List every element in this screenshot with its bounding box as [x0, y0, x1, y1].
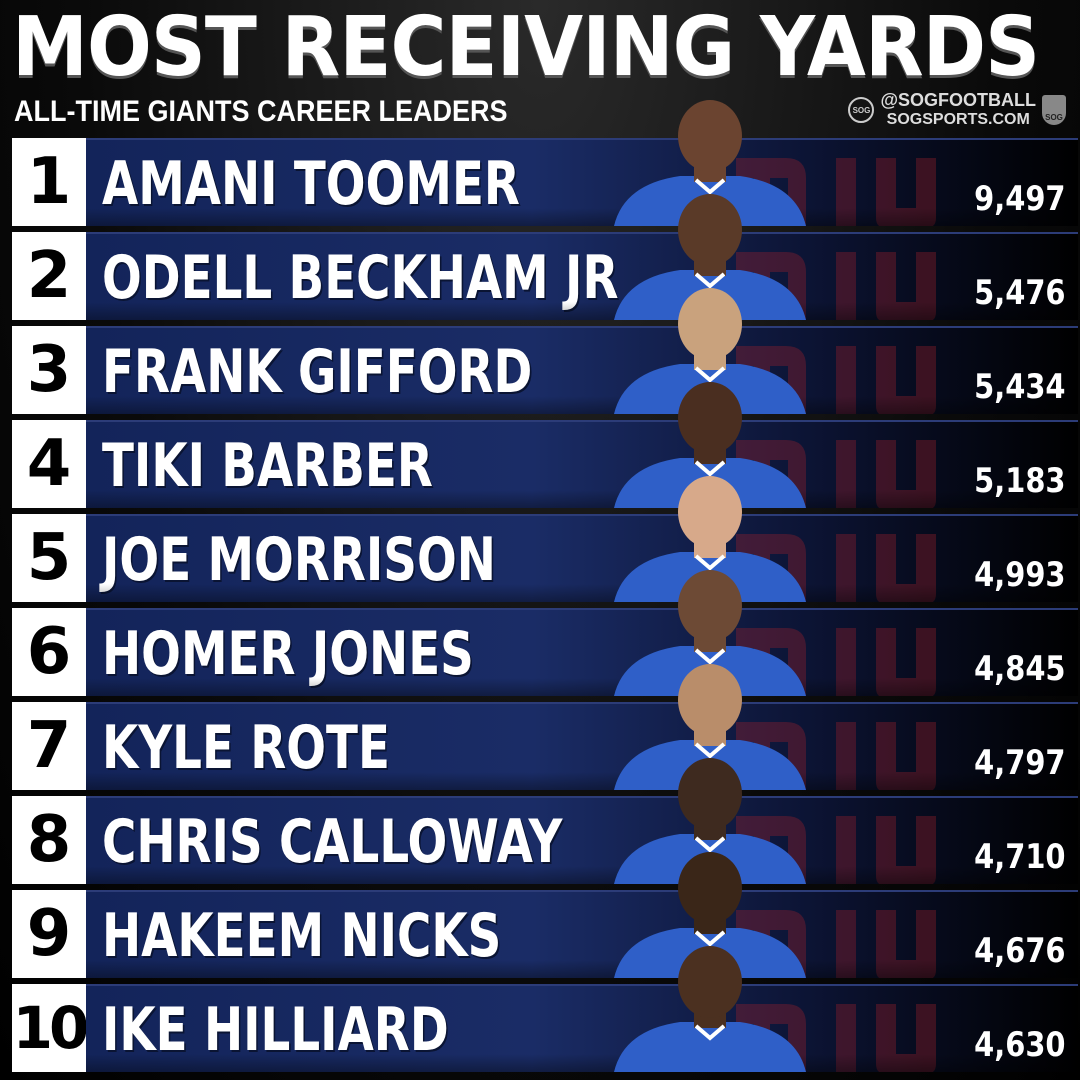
player-name: IKE HILLIARD [102, 995, 449, 1065]
receiving-yards: 4,797 [974, 743, 1066, 783]
receiving-yards: 4,710 [974, 837, 1066, 877]
rank-number: 3 [12, 326, 86, 414]
player-name: CHRIS CALLOWAY [102, 807, 563, 877]
rank-number: 4 [12, 420, 86, 508]
player-bar: JOE MORRISON [86, 514, 1078, 602]
player-bar: KYLE ROTE [86, 702, 1078, 790]
rank-number: 8 [12, 796, 86, 884]
leader-row: 4 TIKI BARBER 5,183 [12, 382, 1078, 508]
receiving-yards: 5,434 [974, 367, 1066, 407]
page-subtitle: ALL-TIME GIANTS CAREER LEADERS [14, 95, 508, 128]
rank-number: 7 [12, 702, 86, 790]
receiving-yards: 5,183 [974, 461, 1066, 501]
player-name: ODELL BECKHAM JR [102, 243, 619, 313]
leader-row: 10 IKE HILLIARD 4,630 [12, 946, 1078, 1072]
leader-row: 5 JOE MORRISON 4,993 [12, 476, 1078, 602]
rank-number: 2 [12, 232, 86, 320]
page-title: MOST RECEIVING YARDS [12, 0, 1040, 95]
sog-logo-icon: SOG [848, 97, 875, 123]
receiving-yards: 4,630 [974, 1025, 1066, 1065]
player-name: JOE MORRISON [102, 525, 496, 595]
player-photo [614, 946, 806, 1072]
player-name: AMANI TOOMER [102, 149, 520, 219]
sog-shield-icon: SOG [1042, 95, 1066, 125]
leader-row: 8 CHRIS CALLOWAY 4,710 [12, 758, 1078, 884]
player-name: TIKI BARBER [102, 431, 433, 501]
leader-row: 7 KYLE ROTE 4,797 [12, 664, 1078, 790]
rank-number: 10 [12, 984, 89, 1072]
player-bar: FRANK GIFFORD [86, 326, 1078, 414]
player-bar: HAKEEM NICKS [86, 890, 1078, 978]
player-name: FRANK GIFFORD [102, 337, 533, 407]
receiving-yards: 4,993 [974, 555, 1066, 595]
player-photo [614, 476, 806, 602]
receiving-yards: 5,476 [974, 273, 1066, 313]
brand-watermark: SOG @SOGFOOTBALL SOGSPORTS.COM SOG [848, 88, 1066, 132]
rank-number: 5 [12, 514, 86, 602]
receiving-yards: 9,497 [974, 179, 1066, 219]
player-bar: TIKI BARBER [86, 420, 1078, 508]
leader-row: 3 FRANK GIFFORD 5,434 [12, 288, 1078, 414]
brand-site: SOGSPORTS.COM [886, 111, 1030, 128]
player-name: KYLE ROTE [102, 713, 390, 783]
leader-row: 6 HOMER JONES 4,845 [12, 570, 1078, 696]
receiving-yards: 4,845 [974, 649, 1066, 689]
player-bar: HOMER JONES [86, 608, 1078, 696]
player-name: HOMER JONES [102, 619, 474, 689]
receiving-yards: 4,676 [974, 931, 1066, 971]
player-name: HAKEEM NICKS [102, 901, 502, 971]
leader-row: 2 ODELL BECKHAM JR 5,476 [12, 194, 1078, 320]
rank-number: 6 [12, 608, 86, 696]
brand-text: @SOGFOOTBALL SOGSPORTS.COM [880, 91, 1036, 129]
player-bar: CHRIS CALLOWAY [86, 796, 1078, 884]
player-bar: IKE HILLIARD [86, 984, 1078, 1072]
brand-handle: @SOGFOOTBALL [880, 90, 1036, 110]
leader-row: 1 AMANI TOOMER 9,497 [12, 100, 1078, 226]
rank-number: 1 [12, 138, 86, 226]
player-bar: AMANI TOOMER [86, 138, 1078, 226]
leader-row: 9 HAKEEM NICKS 4,676 [12, 852, 1078, 978]
player-bar: ODELL BECKHAM JR [86, 232, 1078, 320]
rank-number: 9 [12, 890, 86, 978]
